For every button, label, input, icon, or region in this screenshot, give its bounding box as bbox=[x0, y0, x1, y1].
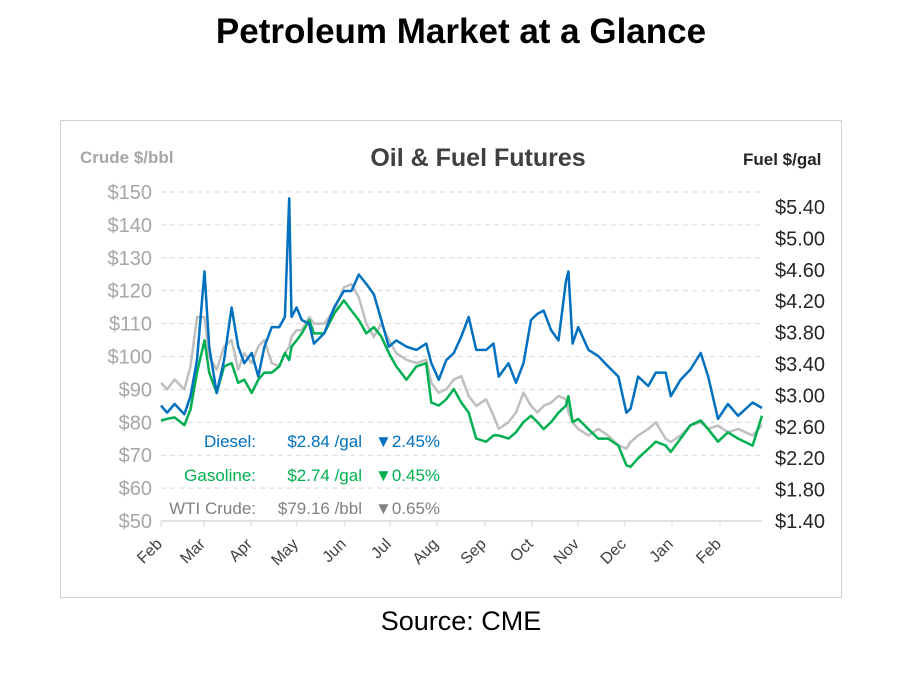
right-tick-label: $1.40 bbox=[775, 511, 825, 533]
x-tick-label: May bbox=[268, 536, 301, 569]
x-tick-label: Jul bbox=[368, 536, 394, 562]
right-tick-label: $5.00 bbox=[775, 228, 825, 250]
right-tick-label: $2.20 bbox=[775, 448, 825, 470]
legend-price-wti-crude: $79.16 /bbl bbox=[278, 499, 362, 518]
left-tick-label: $110 bbox=[109, 314, 152, 336]
x-tick-label: Aug bbox=[410, 536, 442, 568]
right-tick-label: $3.00 bbox=[775, 385, 825, 407]
chart-frame bbox=[60, 120, 842, 598]
x-tick-label: Mar bbox=[177, 535, 209, 567]
legend-label-gasoline: Gasoline: bbox=[184, 466, 256, 485]
left-tick-label: $80 bbox=[119, 412, 152, 434]
left-tick-label: $140 bbox=[108, 215, 153, 237]
x-tick-label: Sep bbox=[458, 536, 490, 568]
x-tick-label: Jan bbox=[647, 536, 677, 566]
right-tick-label: $2.60 bbox=[775, 417, 825, 439]
right-tick-label: $3.40 bbox=[775, 354, 825, 376]
x-tick-label: Nov bbox=[551, 536, 583, 568]
x-tick-label: Jun bbox=[320, 536, 350, 566]
x-tick-label: Oct bbox=[507, 535, 537, 565]
left-tick-label: $60 bbox=[119, 478, 152, 500]
left-tick-label: $120 bbox=[108, 281, 153, 303]
page-title: Petroleum Market at a Glance bbox=[215, 12, 707, 51]
left-tick-label: $130 bbox=[108, 248, 153, 270]
x-tick-label: Dec bbox=[598, 536, 630, 568]
left-tick-label: $90 bbox=[119, 379, 152, 401]
legend-change-wti-crude: ▼0.65% bbox=[375, 499, 440, 518]
left-tick-label: $70 bbox=[119, 445, 152, 467]
right-axis-title: Fuel $/gal bbox=[743, 150, 821, 169]
right-tick-label: $4.60 bbox=[775, 260, 825, 282]
left-tick-label: $100 bbox=[108, 347, 153, 369]
right-tick-label: $3.80 bbox=[775, 323, 825, 345]
series-line-wti-crude bbox=[160, 282, 763, 450]
left-tick-label: $50 bbox=[119, 511, 152, 533]
right-tick-label: $4.20 bbox=[775, 291, 825, 313]
legend-label-diesel: Diesel: bbox=[204, 432, 256, 451]
legend-price-gasoline: $2.74 /gal bbox=[287, 466, 362, 485]
legend-change-diesel: ▼2.45% bbox=[375, 432, 440, 451]
legend-change-gasoline: ▼0.45% bbox=[375, 466, 440, 485]
right-tick-label: $1.80 bbox=[775, 480, 825, 502]
x-tick-label: Feb bbox=[693, 536, 725, 568]
x-tick-label: Feb bbox=[134, 536, 166, 568]
source-caption: Source: CME bbox=[380, 606, 542, 636]
series-line-gasoline bbox=[160, 299, 764, 469]
x-tick-label: Apr bbox=[226, 535, 256, 565]
series-line-diesel bbox=[160, 197, 763, 421]
right-tick-label: $5.40 bbox=[775, 197, 825, 219]
chart-title: Oil & Fuel Futures bbox=[370, 144, 585, 172]
legend-label-wti-crude: WTI Crude: bbox=[169, 499, 256, 518]
left-axis-title: Crude $/bbl bbox=[80, 148, 174, 167]
legend-price-diesel: $2.84 /gal bbox=[287, 432, 362, 451]
left-tick-label: $150 bbox=[108, 182, 153, 204]
